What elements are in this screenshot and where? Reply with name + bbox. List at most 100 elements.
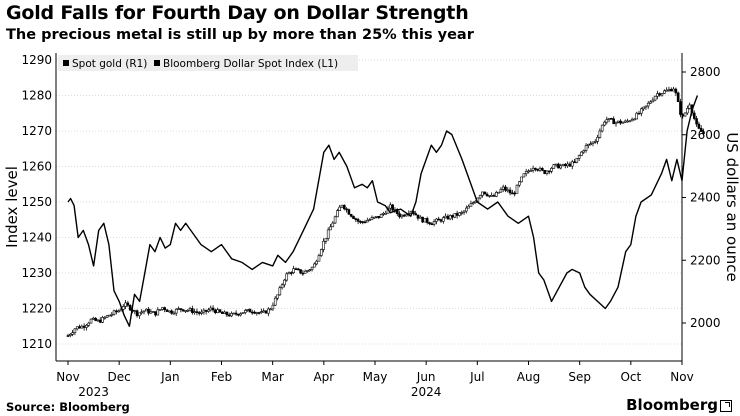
gold-candle-body bbox=[550, 168, 553, 172]
bloomberg-arrow-icon bbox=[720, 400, 732, 412]
gold-candle-body bbox=[214, 309, 217, 314]
gold-candle-body bbox=[395, 209, 399, 214]
y-left-tick-label: 1270 bbox=[21, 124, 52, 138]
gold-candle-body bbox=[635, 112, 639, 120]
gold-candle-body bbox=[384, 212, 388, 215]
gold-candle-body bbox=[478, 195, 482, 199]
y-left-tick-label: 1230 bbox=[21, 266, 52, 280]
gold-candle-body bbox=[227, 314, 231, 317]
gold-candle-body bbox=[580, 151, 583, 156]
gold-candle-body bbox=[329, 226, 332, 231]
gold-candle-body bbox=[361, 221, 365, 223]
gold-candle-body bbox=[398, 213, 401, 218]
gold-candle-body bbox=[161, 307, 164, 310]
gold-candle-body bbox=[186, 309, 190, 312]
gold-candle-body bbox=[273, 297, 277, 306]
gold-candle-body bbox=[460, 212, 464, 214]
gold-candle-body bbox=[218, 309, 222, 313]
gold-candle-body bbox=[658, 93, 662, 96]
gold-candle-body bbox=[497, 191, 500, 194]
gold-candle-body bbox=[610, 118, 613, 120]
gold-candle-body bbox=[306, 270, 309, 272]
gold-candle-body bbox=[653, 95, 657, 101]
x-tick-label: Mar bbox=[261, 370, 284, 384]
gold-candle-body bbox=[554, 163, 558, 166]
gold-candle-body bbox=[232, 312, 236, 315]
gold-candle-body bbox=[191, 308, 194, 313]
gold-candle-body bbox=[425, 218, 429, 223]
x-tick-label: Jan bbox=[160, 370, 180, 384]
gold-candle-body bbox=[400, 214, 404, 218]
gold-candle-body bbox=[241, 312, 245, 314]
gold-candle-body bbox=[596, 136, 599, 142]
gold-candle-body bbox=[524, 171, 528, 175]
y-right-tick-label: 2200 bbox=[690, 253, 721, 267]
gold-candle-body bbox=[600, 124, 604, 132]
gold-candle-body bbox=[660, 93, 664, 96]
gold-candle-body bbox=[315, 260, 318, 265]
gold-candle-body bbox=[69, 334, 72, 336]
gold-candle-body bbox=[333, 216, 337, 224]
gold-candle-body bbox=[296, 268, 300, 271]
legend-label-gold: Spot gold (R1) bbox=[72, 58, 147, 70]
gold-candle-body bbox=[73, 328, 77, 333]
gold-candle-body bbox=[264, 310, 268, 314]
gold-candle-body bbox=[336, 210, 339, 218]
gold-candle-body bbox=[301, 272, 305, 275]
x-tick-label: Nov bbox=[56, 370, 79, 384]
gold-candle-body bbox=[331, 222, 335, 228]
gold-candle-body bbox=[287, 272, 291, 275]
gold-candle-body bbox=[446, 215, 450, 220]
gold-candle-body bbox=[317, 255, 321, 262]
gold-candle-body bbox=[642, 106, 645, 110]
gold-candle-body bbox=[135, 310, 139, 317]
gold-candle-body bbox=[584, 145, 588, 151]
gold-candle-body bbox=[483, 191, 487, 195]
gold-candle-body bbox=[702, 131, 705, 134]
gold-candle-body bbox=[285, 273, 289, 281]
gold-candle-body bbox=[94, 317, 97, 321]
gold-candle-body bbox=[683, 112, 687, 117]
gold-candle-body bbox=[257, 312, 261, 314]
gold-candle-body bbox=[591, 141, 595, 144]
gold-candle-body bbox=[310, 266, 314, 271]
legend: Spot gold (R1) Bloomberg Dollar Spot Inde… bbox=[58, 55, 358, 71]
x-tick-label: Feb bbox=[211, 370, 232, 384]
gold-candle-body bbox=[197, 312, 201, 314]
gold-candle-body bbox=[280, 284, 284, 289]
gold-candle-body bbox=[614, 122, 618, 125]
y-left-axis-title: Index level bbox=[3, 166, 21, 248]
gold-candle-body bbox=[338, 206, 341, 211]
gold-candle-body bbox=[78, 326, 81, 329]
gold-candle-body bbox=[372, 216, 376, 219]
gold-candle-body bbox=[621, 121, 625, 124]
gold-candle-body bbox=[207, 309, 210, 312]
gold-candle-body bbox=[98, 319, 102, 323]
gold-candle-body bbox=[117, 310, 120, 313]
y-left-tick-label: 1290 bbox=[21, 53, 52, 67]
y-left-tick-label: 1280 bbox=[21, 89, 52, 103]
gold-candle-body bbox=[170, 310, 173, 314]
gold-candle-body bbox=[326, 229, 330, 239]
gold-candle-body bbox=[200, 311, 203, 314]
gold-candle-body bbox=[250, 311, 254, 314]
series-spot-gold bbox=[66, 86, 705, 338]
y-left-tick-label: 1220 bbox=[21, 302, 52, 316]
gold-candle-body bbox=[695, 118, 698, 125]
gold-candle-body bbox=[234, 312, 238, 315]
gold-candle-body bbox=[303, 270, 307, 274]
gold-candle-body bbox=[458, 212, 461, 216]
gold-candle-body bbox=[149, 311, 153, 314]
gold-candle-body bbox=[271, 304, 275, 310]
gold-candle-body bbox=[616, 120, 620, 123]
chart-subtitle: The precious metal is still up by more t… bbox=[6, 27, 474, 43]
gold-candle-body bbox=[674, 88, 678, 94]
gold-candle-body bbox=[686, 108, 689, 114]
gold-candle-body bbox=[188, 308, 192, 311]
gold-candle-body bbox=[140, 311, 143, 314]
gold-candle-body bbox=[453, 213, 457, 218]
gold-candle-body bbox=[517, 181, 521, 186]
gold-candle-body bbox=[156, 309, 160, 316]
gridlines bbox=[56, 59, 682, 345]
gold-candle-body bbox=[603, 121, 606, 126]
